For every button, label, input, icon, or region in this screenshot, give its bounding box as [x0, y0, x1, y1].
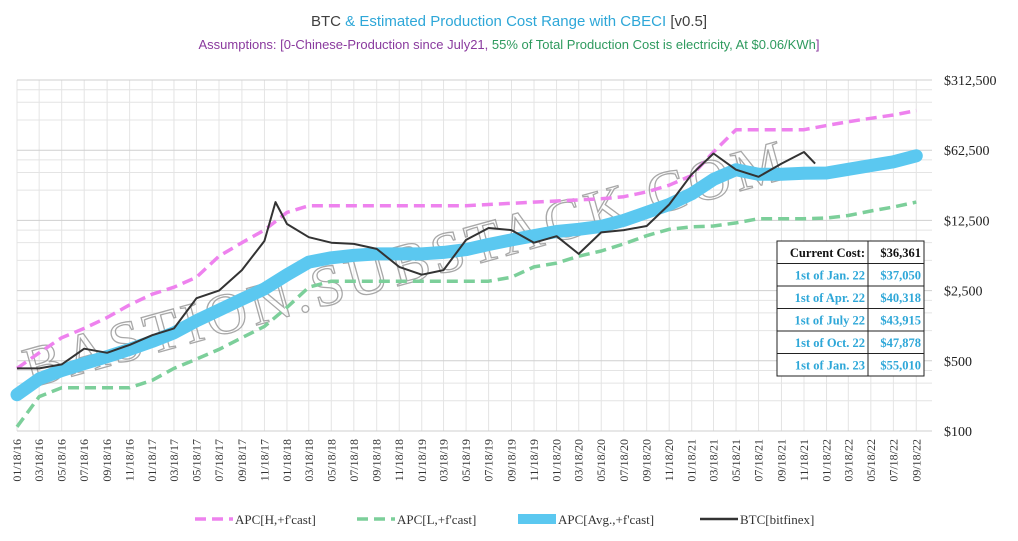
- x-tick-label: 07/18/19: [482, 439, 496, 482]
- title-main: & Estimated Production Cost Range with C…: [345, 13, 667, 30]
- x-tick-label: 03/18/17: [167, 439, 181, 482]
- x-tick-label: 07/18/22: [886, 439, 900, 482]
- series-2: [10, 149, 923, 402]
- x-tick-label: 01/18/18: [280, 439, 294, 482]
- title-btc: BTC: [310, 13, 341, 30]
- table-label: 1st of Apr. 22: [795, 291, 865, 305]
- table-label: 1st of Jan. 22: [795, 269, 865, 283]
- x-tick-label: 09/18/22: [909, 439, 923, 482]
- table-value-cell: [867, 353, 925, 377]
- legend: APC[H,+f'cast] APC[L,+f'cast] APC[Avg.,+f'…: [195, 512, 814, 527]
- x-tick-label: 03/18/20: [572, 439, 586, 482]
- x-tick-label: 09/18/17: [235, 439, 249, 482]
- y-tick-label: $500: [944, 355, 972, 370]
- x-tick-label: 01/18/16: [10, 439, 24, 482]
- y-tick-label: $100: [944, 425, 972, 440]
- x-tick-label: 03/18/16: [32, 439, 46, 482]
- chart-subtitle: Assumptions: [0-Chinese-Production since…: [0, 36, 1018, 53]
- x-tick-label: 03/18/22: [841, 439, 855, 482]
- x-tick-label: 11/18/17: [257, 439, 271, 481]
- x-tick-label: 07/18/17: [212, 439, 226, 482]
- table-label: 1st of July 22: [795, 314, 866, 328]
- legend-label: APC[Avg.,+f'cast]: [558, 512, 654, 527]
- x-tick-label: 09/18/16: [100, 439, 114, 482]
- series-layer: [10, 108, 923, 428]
- x-tick-label: 03/18/21: [707, 439, 721, 482]
- watermark-layer: BASTION.SUBSTACK.COM: [15, 126, 796, 401]
- x-tick-label: 03/18/19: [437, 439, 451, 482]
- table-label: 1st of Jan. 23: [795, 359, 865, 373]
- y-tick-label: $62,500: [944, 144, 990, 159]
- x-tick-label: 07/18/16: [77, 439, 91, 482]
- x-tick-label: 01/18/21: [685, 439, 699, 482]
- x-tick-label: 11/18/19: [527, 439, 541, 481]
- table-value: $47,878: [880, 336, 921, 350]
- table-value: $40,318: [880, 291, 921, 305]
- x-tick-label: 05/18/20: [594, 439, 608, 482]
- x-tick-label: 05/18/18: [324, 439, 338, 482]
- x-tick-label: 09/18/18: [370, 439, 384, 482]
- x-tick-label: 05/18/21: [729, 439, 743, 482]
- x-tick-label: 07/18/21: [752, 439, 766, 482]
- x-tick-label: 01/18/22: [820, 439, 834, 482]
- x-tick-label: 11/18/16: [123, 439, 137, 481]
- x-tick-label: 09/18/21: [774, 439, 788, 482]
- x-tick-label: 11/18/20: [662, 439, 676, 481]
- x-tick-label: 07/18/20: [617, 439, 631, 482]
- subtitle-close: ]: [815, 37, 820, 52]
- subtitle-assumption-2: 55% of Total Production Cost is electric…: [491, 37, 816, 52]
- chart-title: BTC & Estimated Production Cost Range wi…: [0, 12, 1018, 31]
- axis-layer: 01/18/16 03/18/16 05/18/16 07/18/16 09/18/16…: [10, 74, 997, 482]
- y-tick-label: $12,500: [944, 214, 990, 229]
- subtitle-assumption-1: Assumptions: [0-Chinese-Production since…: [198, 37, 492, 52]
- table-value: $36,361: [880, 246, 921, 260]
- x-tick-label: 11/18/21: [797, 439, 811, 481]
- table-label: 1st of Oct. 22: [795, 336, 865, 350]
- y-tick-label: $2,500: [944, 285, 983, 300]
- table-value: $43,915: [880, 314, 921, 328]
- x-tick-label: 05/18/22: [864, 439, 878, 482]
- x-tick-label: 01/18/19: [415, 439, 429, 482]
- x-tick-label: 05/18/19: [459, 439, 473, 482]
- x-tick-label: 05/18/17: [189, 439, 203, 482]
- y-tick-label: $312,500: [944, 74, 997, 89]
- x-tick-label: 07/18/18: [347, 439, 361, 482]
- cost-table: Current Cost: $36,361 1st of Jan. 22 $37,05…: [776, 240, 925, 377]
- watermark-text: BASTION.SUBSTACK.COM: [16, 127, 795, 401]
- x-tick-label: 09/18/19: [505, 439, 519, 482]
- table-label: Current Cost:: [790, 246, 865, 260]
- series-line: [17, 151, 816, 370]
- x-tick-label: 03/18/18: [302, 439, 316, 482]
- table-value: $37,050: [880, 269, 921, 283]
- legend-label: APC[L,+f'cast]: [397, 512, 476, 527]
- x-tick-label: 01/18/20: [550, 439, 564, 482]
- x-tick-label: 09/18/20: [640, 439, 654, 482]
- x-tick-label: 11/18/18: [392, 439, 406, 481]
- series-1: [15, 200, 917, 428]
- legend-label: BTC[bitfinex]: [740, 512, 814, 527]
- table-value: $55,010: [880, 359, 921, 373]
- title-version: [v0.5]: [670, 13, 707, 30]
- series-3: [16, 151, 816, 370]
- x-tick-label: 05/18/16: [55, 439, 69, 482]
- legend-label: APC[H,+f'cast]: [235, 512, 316, 527]
- x-tick-label: 01/18/17: [145, 439, 159, 482]
